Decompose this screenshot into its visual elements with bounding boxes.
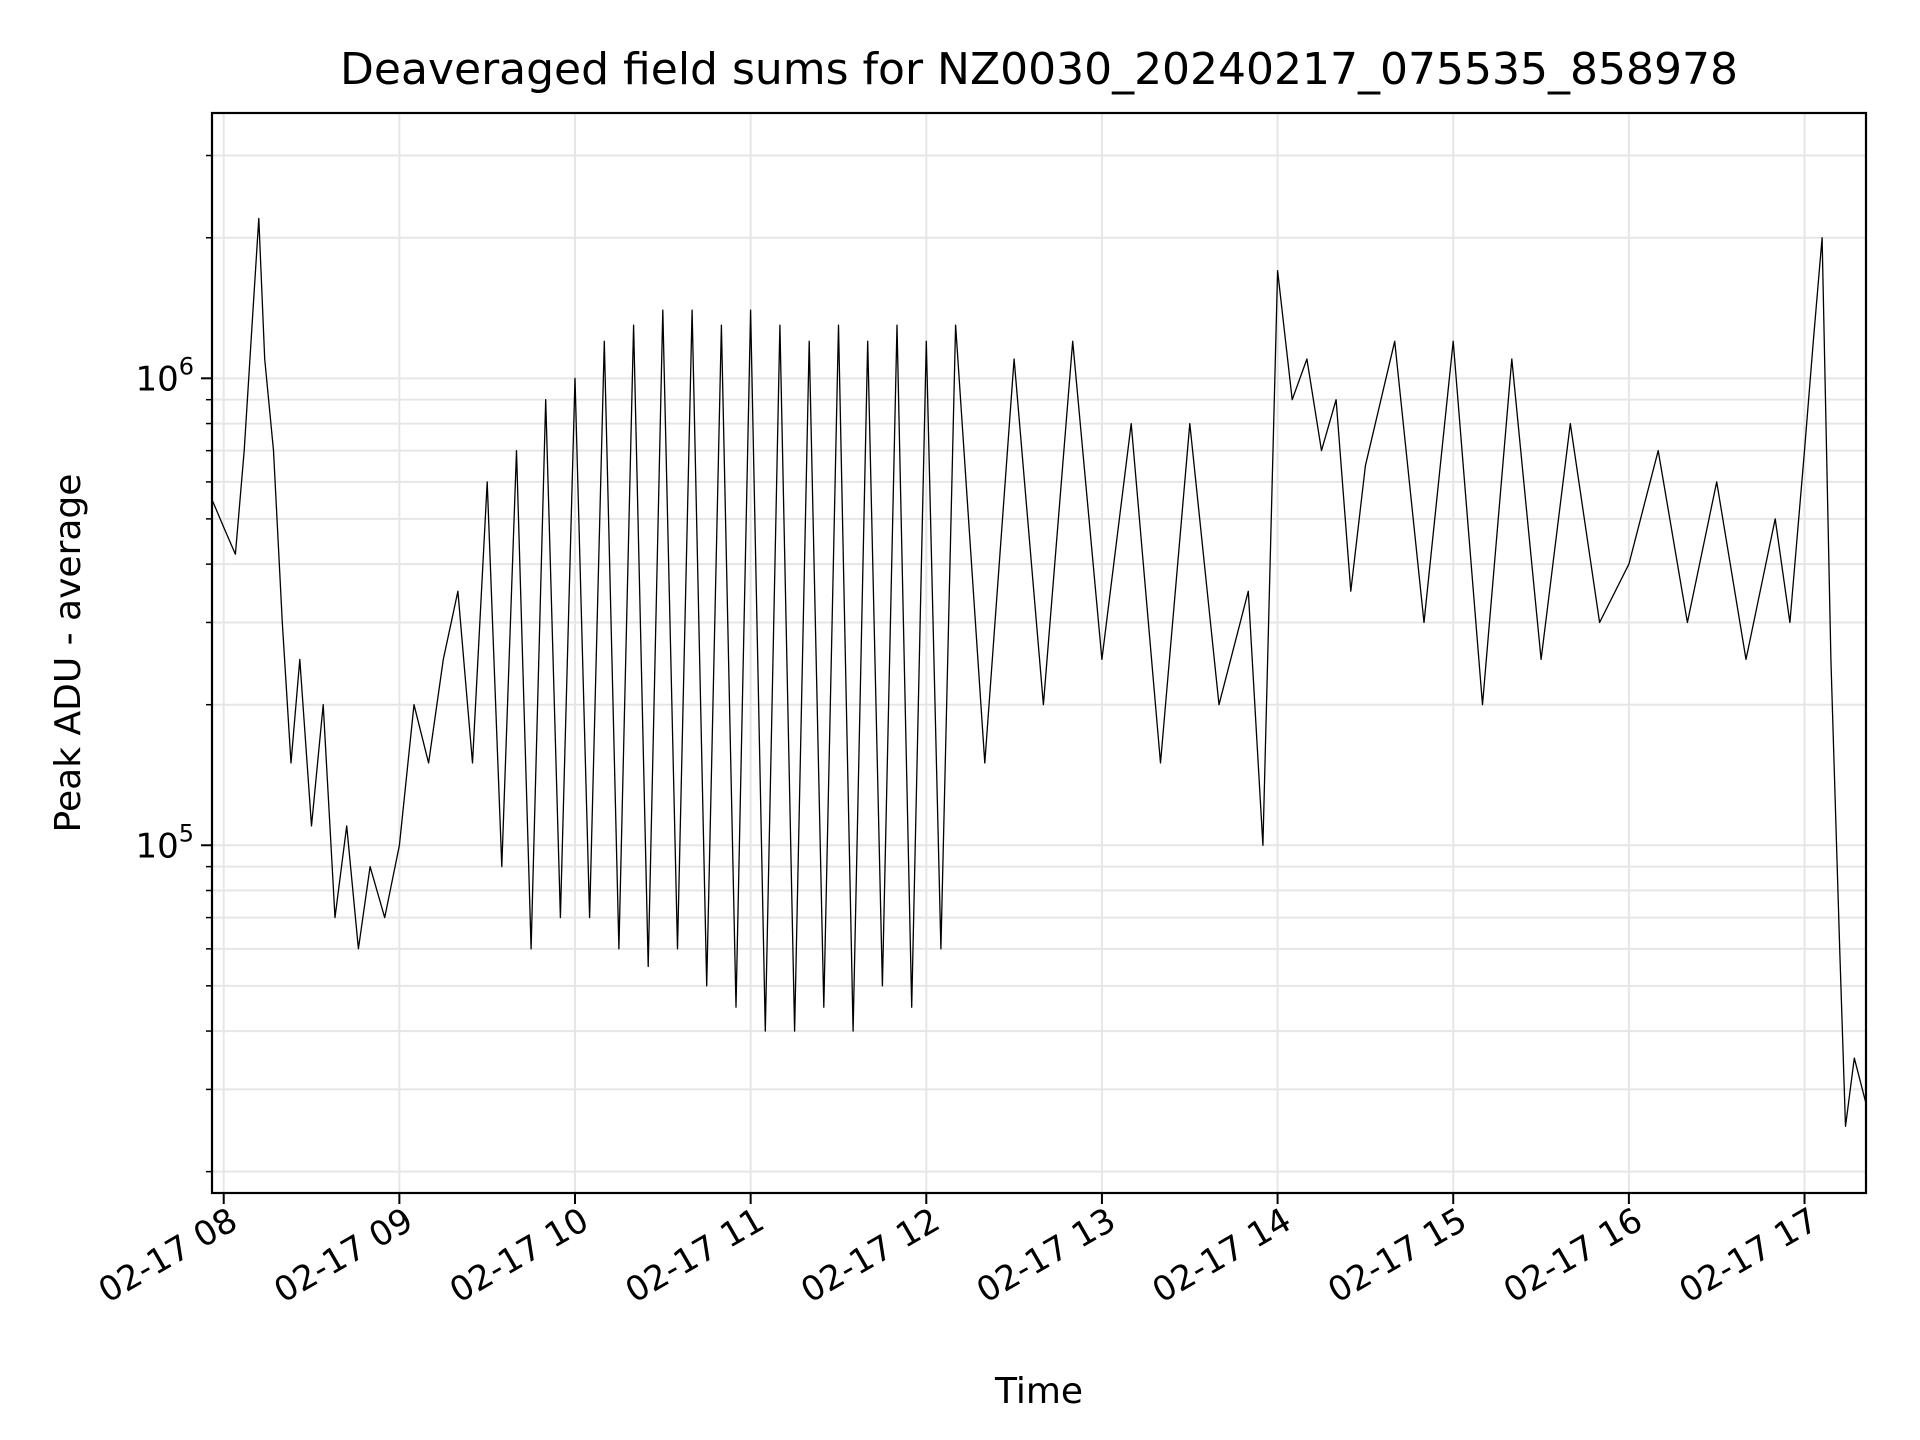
chart-title: Deaveraged field sums for NZ0030_2024021… [340, 44, 1738, 95]
grid-layer [212, 113, 1866, 1193]
y-tick-label: 106 [135, 352, 194, 399]
y-tick-label: 105 [135, 819, 194, 866]
y-tick-exponent: 6 [179, 352, 194, 380]
y-axis-label: Peak ADU - average [48, 474, 89, 833]
y-tick-exponent: 5 [179, 819, 194, 847]
series-line [211, 217, 1867, 1128]
plot-frame [210, 111, 1868, 1195]
y-tick-base: 10 [135, 826, 178, 866]
y-tick-base: 10 [135, 359, 178, 399]
x-axis-label: Time [994, 1371, 1083, 1412]
